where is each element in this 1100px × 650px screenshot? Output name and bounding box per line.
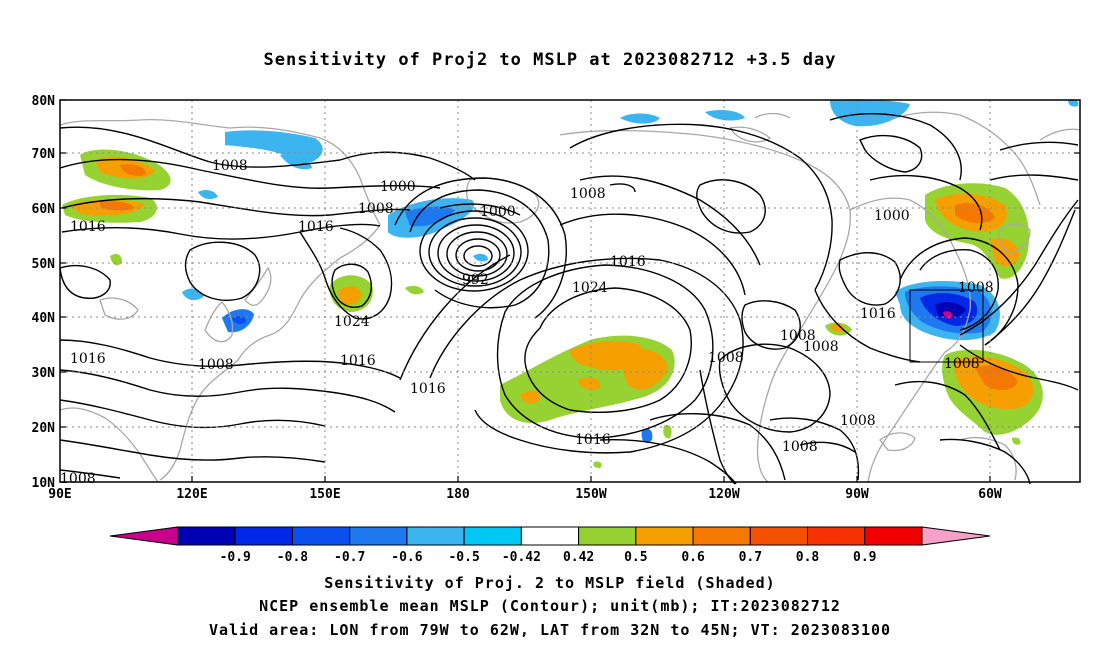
colorbar-swatch xyxy=(234,526,293,546)
valid-area-box xyxy=(909,289,984,363)
contour-label: 1008 xyxy=(840,413,876,429)
colorbar-swatch xyxy=(291,526,351,546)
contour-labels: 1008 1000 1008 1000 1008 1016 1016 992 1… xyxy=(60,158,994,487)
contour-label: 1000 xyxy=(480,204,516,220)
contour-label: 1008 xyxy=(570,186,606,202)
contour-label: 1008 xyxy=(212,158,248,174)
lat-label: 70N xyxy=(32,147,56,162)
contour-label: 1016 xyxy=(610,254,646,270)
contour-label: 1016 xyxy=(298,219,334,235)
colorbar-label: 0.42 xyxy=(563,550,594,565)
contour-label: 1016 xyxy=(340,353,376,369)
negative-blob-arctic xyxy=(830,99,910,127)
lon-label: 90E xyxy=(48,487,71,502)
colorbar-label: -0.8 xyxy=(277,550,308,565)
colorbar-label: 0.6 xyxy=(681,550,705,565)
contour-label: 1008 xyxy=(958,280,994,296)
colorbar: -0.9 -0.8 -0.7 -0.6 -0.5 -0.42 0.42 0.5 0.6 0.7 0.… xyxy=(109,526,991,565)
lon-label: 150E xyxy=(309,487,340,502)
colorbar-label: -0.5 xyxy=(448,550,479,565)
colorbar-swatch xyxy=(864,526,923,546)
lat-label: 60N xyxy=(32,202,56,217)
contour-label: 1016 xyxy=(70,351,106,367)
lat-label: 10N xyxy=(32,476,56,491)
pressure-contours xyxy=(59,113,1079,485)
contour-label: 1008 xyxy=(782,439,818,455)
latitude-labels: 80N 70N 60N 50N 40N 30N 20N 10N xyxy=(32,94,56,491)
contour-label: 1024 xyxy=(572,280,608,296)
lat-label: 40N xyxy=(32,311,56,326)
contour-label: 1016 xyxy=(410,381,446,397)
lat-label: 30N xyxy=(32,366,56,381)
lat-label: 50N xyxy=(32,257,56,272)
colorbar-label: -0.6 xyxy=(391,550,422,565)
colorbar-swatch xyxy=(635,526,694,546)
contour-label: 1016 xyxy=(860,306,896,322)
lat-label: 80N xyxy=(32,94,56,109)
colorbar-label: -0.7 xyxy=(334,550,365,565)
contour-label: 1000 xyxy=(874,208,910,224)
lon-label: 120W xyxy=(708,487,739,502)
contour-label: 1008 xyxy=(803,339,839,355)
contour-label: 1024 xyxy=(334,314,370,330)
lon-label: 120E xyxy=(176,487,207,502)
colorbar-arrow-left xyxy=(109,526,179,546)
caption-shaded: Sensitivity of Proj. 2 to MSLP field (Sh… xyxy=(324,574,776,592)
colorbar-swatch xyxy=(749,526,809,546)
lon-label: 90W xyxy=(845,487,869,502)
colorbar-label: -0.42 xyxy=(502,550,541,565)
map-frame xyxy=(59,99,1081,483)
contour-label: 1016 xyxy=(575,432,611,448)
colorbar-swatch xyxy=(520,526,580,546)
colorbar-swatch xyxy=(177,526,236,546)
shading-layer xyxy=(62,99,1079,468)
contour-label: 1008 xyxy=(60,471,96,487)
caption-contour: NCEP ensemble mean MSLP (Contour); unit(… xyxy=(259,597,841,615)
map-title: Sensitivity of Proj2 to MSLP at 20230827… xyxy=(263,50,837,70)
lon-label: 180 xyxy=(446,487,470,502)
contour-label: 1000 xyxy=(380,179,416,195)
contour-label: 1008 xyxy=(358,201,394,217)
contour-label: 1016 xyxy=(70,219,106,235)
colorbar-label: 0.7 xyxy=(739,550,762,565)
colorbar-label: 0.5 xyxy=(624,550,647,565)
longitude-labels: 90E 120E 150E 180 150W 120W 90W 60W xyxy=(48,487,1002,502)
gridlines xyxy=(60,100,1080,482)
colorbar-swatch xyxy=(807,526,866,546)
contour-label: 1008 xyxy=(944,356,980,372)
colorbar-label: 0.9 xyxy=(853,550,876,565)
colorbar-arrow-right xyxy=(921,526,991,546)
colorbar-swatch xyxy=(406,526,465,546)
contour-label: 992 xyxy=(462,272,489,288)
contour-label: 1008 xyxy=(708,350,744,366)
colorbar-swatch xyxy=(463,526,522,546)
colorbar-swatch xyxy=(692,526,751,546)
lat-label: 20N xyxy=(32,421,56,436)
colorbar-label: 0.8 xyxy=(796,550,820,565)
colorbar-swatch xyxy=(578,526,637,546)
axis-ticks xyxy=(60,99,1080,483)
lon-label: 60W xyxy=(978,487,1002,502)
contour-label: 1008 xyxy=(198,357,234,373)
contour-label: 1008 xyxy=(780,328,816,344)
colorbar-swatch xyxy=(349,526,408,546)
lon-label: 150W xyxy=(575,487,606,502)
caption-valid-area: Valid area: LON from 79W to 62W, LAT fro… xyxy=(208,621,892,639)
colorbar-label: -0.9 xyxy=(220,550,251,565)
